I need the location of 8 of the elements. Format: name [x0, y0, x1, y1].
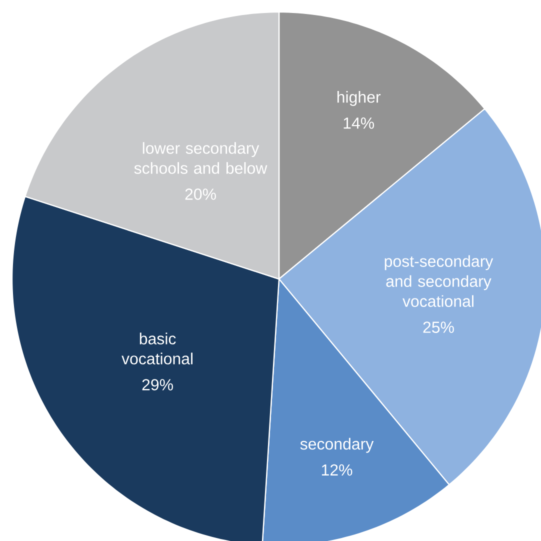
slice-label: basic vocational: [122, 332, 192, 364]
slice-label: post-secondary and secondary vocational: [384, 255, 494, 307]
data-label: 12%: [322, 464, 352, 476]
slice-label: secondary: [300, 438, 374, 453]
data-label: 14%: [344, 118, 374, 129]
slice-label: higher: [337, 91, 381, 106]
data-label: 29%: [142, 379, 173, 390]
data-label: 25%: [423, 322, 454, 333]
